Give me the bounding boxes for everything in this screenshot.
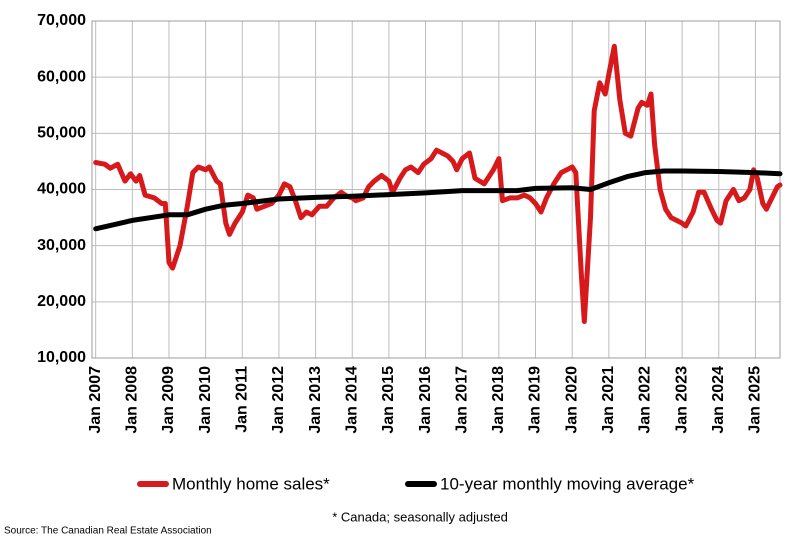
x-tick-label: Jan 2019: [527, 366, 544, 434]
y-tick-label: 70,000: [37, 12, 86, 29]
x-tick-label: Jan 2023: [673, 366, 690, 434]
x-tick-label: Jan 2015: [380, 366, 397, 434]
y-tick-label: 20,000: [37, 293, 86, 310]
x-tick-label: Jan 2009: [160, 366, 177, 434]
x-tick-label: Jan 2008: [124, 366, 141, 434]
x-tick-label: Jan 2011: [234, 366, 251, 433]
x-tick-label: Jan 2016: [417, 366, 434, 434]
y-tick-label: 40,000: [37, 181, 86, 198]
x-tick-label: Jan 2014: [343, 366, 360, 434]
legend-label: 10-year monthly moving average*: [440, 474, 695, 493]
source: Source: The Canadian Real Estate Associa…: [4, 526, 212, 537]
y-tick-label: 50,000: [37, 125, 86, 142]
footnote: * Canada; seasonally adjusted: [332, 509, 508, 524]
x-tick-label: Jan 2013: [307, 366, 324, 434]
plot-frame: [91, 20, 781, 359]
x-tick-label: Jan 2010: [197, 366, 214, 434]
x-tick-label: Jan 2018: [490, 366, 507, 434]
x-tick-label: Jan 2021: [600, 366, 617, 434]
line: [93, 168, 783, 232]
y-tick-label: 30,000: [37, 237, 86, 254]
x-tick-label: Jan 2024: [710, 366, 727, 434]
y-tick-label: 60,000: [37, 68, 86, 85]
x-tick-label: Jan 2007: [87, 366, 104, 434]
line: [93, 43, 783, 324]
x-tick-label: Jan 2020: [563, 366, 580, 434]
legend-label: Monthly home sales*: [172, 474, 330, 493]
y-tick-label: 10,000: [37, 349, 86, 366]
x-tick-label: Jan 2012: [270, 366, 287, 434]
x-tick-label: Jan 2025: [747, 366, 764, 434]
x-tick-label: Jan 2022: [637, 366, 654, 434]
x-tick-label: Jan 2017: [453, 366, 470, 434]
